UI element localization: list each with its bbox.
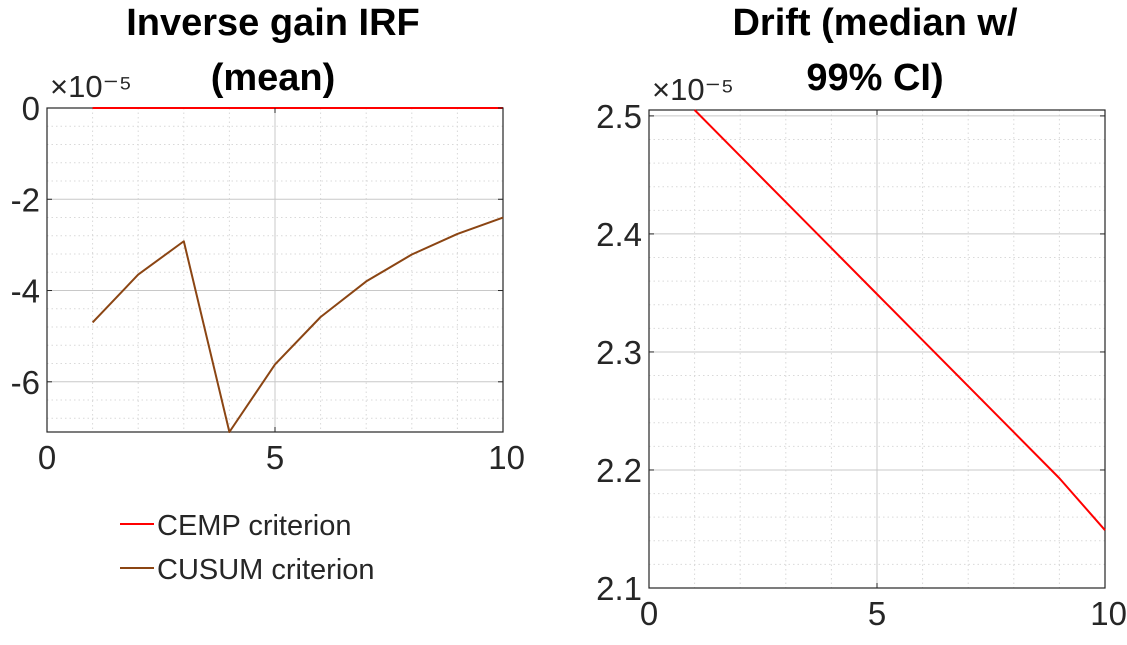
legend-label-cusum: CUSUM criterion bbox=[157, 554, 375, 586]
grid bbox=[46, 107, 504, 432]
inverse-gain-panel: Inverse gain IRF (mean) ×10⁻⁵ 0 -2 -4 -6 0 5… bbox=[11, 2, 525, 586]
y-tick-label: -2 bbox=[11, 181, 40, 218]
y-exponent-label: ×10⁻⁵ bbox=[652, 72, 734, 107]
y-tick-label: 2.2 bbox=[596, 452, 642, 489]
x-tick-label: 0 bbox=[640, 595, 658, 632]
x-tick-label: 5 bbox=[868, 595, 886, 632]
chart-title-line-2: (mean) bbox=[211, 57, 336, 99]
x-ticks: 0 5 10 bbox=[640, 110, 1127, 632]
series-line-cusum-criterion bbox=[91, 216, 504, 433]
y-ticks: 0 -2 -4 -6 bbox=[11, 90, 503, 401]
x-tick-label: 5 bbox=[266, 439, 284, 476]
y-tick-label: 0 bbox=[22, 90, 40, 127]
x-tick-label: 0 bbox=[38, 439, 56, 476]
y-tick-label: 2.4 bbox=[596, 216, 642, 253]
series-lines bbox=[693, 109, 1106, 531]
legend-label-cemp: CEMP criterion bbox=[157, 510, 351, 542]
y-tick-label: -4 bbox=[11, 273, 40, 310]
y-tick-label: 2.5 bbox=[596, 98, 642, 135]
series-lines bbox=[91, 107, 504, 433]
chart-title-line-1: Drift (median w/ bbox=[732, 2, 1017, 44]
x-ticks: 0 5 10 bbox=[38, 108, 525, 476]
y-tick-label: 2.3 bbox=[596, 334, 642, 371]
y-ticks: 2.5 2.4 2.3 2.2 2.1 bbox=[596, 98, 1105, 607]
y-tick-label: 2.1 bbox=[596, 570, 642, 607]
grid bbox=[648, 110, 1106, 589]
y-exponent-label: ×10⁻⁵ bbox=[50, 69, 132, 104]
x-tick-label: 10 bbox=[1090, 595, 1127, 632]
series-line-series-1 bbox=[693, 109, 1106, 531]
chart-title-line-1: Inverse gain IRF bbox=[126, 2, 420, 44]
y-tick-label: -6 bbox=[11, 364, 40, 401]
drift-panel: Drift (median w/ 99% CI) ×10⁻⁵ 2.5 2.4 2.3… bbox=[596, 2, 1127, 632]
x-tick-label: 10 bbox=[488, 439, 525, 476]
legend: CEMP criterion CUSUM criterion bbox=[120, 510, 375, 586]
chart-title-line-2: 99% CI) bbox=[806, 57, 943, 99]
